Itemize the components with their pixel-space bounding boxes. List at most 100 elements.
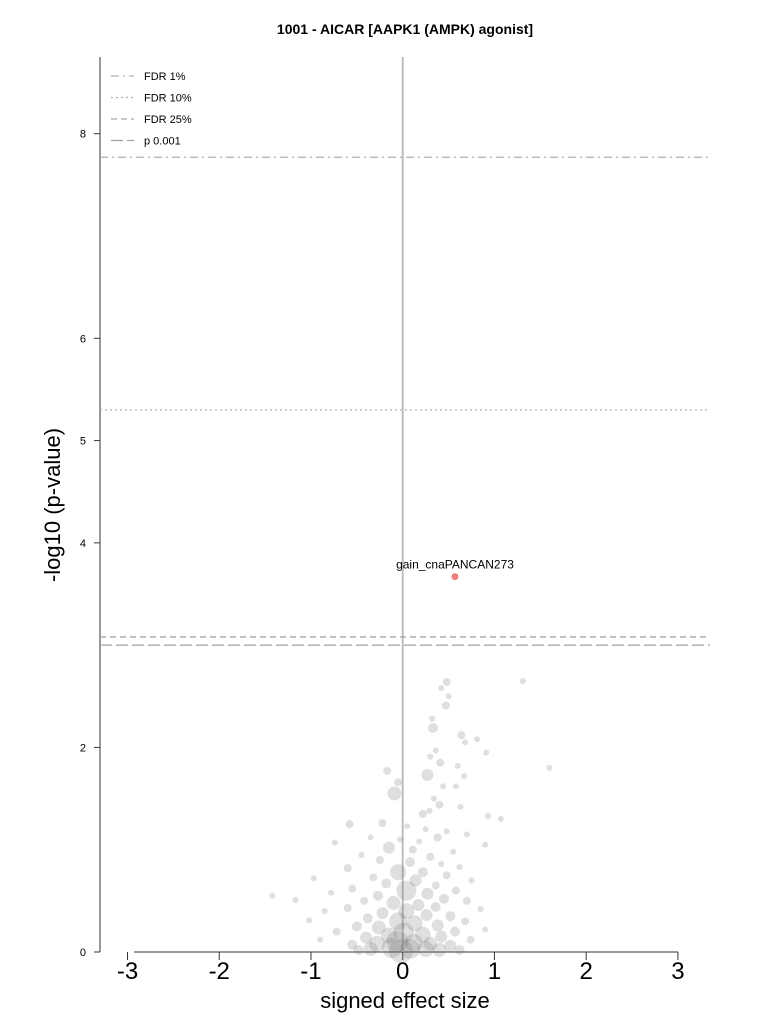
y-tick-label: 6	[80, 333, 86, 345]
scatter-point	[426, 852, 435, 861]
y-axis-label: -log10 (p-value)	[40, 428, 65, 582]
scatter-point	[443, 828, 450, 835]
scatter-point	[432, 747, 439, 754]
y-tick-label: 5	[80, 436, 86, 448]
scatter-point	[372, 890, 383, 901]
scatter-point	[375, 855, 384, 864]
scatter-point	[396, 880, 417, 901]
y-tick-label: 8	[80, 129, 86, 141]
scatter-point	[393, 922, 414, 943]
data-points	[269, 677, 553, 963]
scatter-point	[438, 685, 445, 692]
x-tick-label: -3	[117, 958, 138, 985]
scatter-point	[383, 766, 392, 775]
legend-label: FDR 10%	[144, 93, 192, 105]
scatter-point	[404, 823, 411, 830]
scatter-point	[466, 935, 475, 944]
scatter-point	[468, 877, 475, 884]
scatter-point	[343, 904, 352, 913]
y-tick-label: 0	[80, 947, 86, 959]
scatter-point	[376, 907, 389, 920]
scatter-point	[474, 736, 481, 743]
x-tick-label: 0	[396, 958, 409, 985]
scatter-point	[360, 931, 373, 944]
scatter-point	[450, 848, 457, 855]
scatter-point	[381, 937, 402, 958]
scatter-point	[451, 886, 460, 895]
scatter-point	[462, 896, 471, 905]
scatter-point	[421, 887, 434, 900]
scatter-point	[394, 778, 403, 787]
scatter-point	[442, 677, 451, 686]
scatter-point	[417, 867, 428, 878]
scatter-point	[292, 896, 299, 903]
scatter-point	[328, 889, 335, 896]
x-ticks: -3 -2 -1 0 1 2 3	[117, 952, 685, 985]
scatter-point	[435, 800, 444, 809]
scatter-point	[431, 881, 440, 890]
scatter-point	[386, 895, 401, 910]
scatter-point	[482, 841, 489, 848]
scatter-point	[332, 927, 341, 936]
scatter-point	[418, 809, 427, 818]
scatter-point	[382, 841, 395, 854]
scatter-point	[440, 783, 447, 790]
scatter-point	[456, 864, 463, 871]
scatter-point	[378, 819, 387, 828]
scatter-point	[445, 911, 456, 922]
scatter-point	[317, 936, 324, 943]
scatter-point	[497, 816, 504, 823]
scatter-point	[430, 901, 441, 912]
scatter-point	[421, 769, 434, 782]
scatter-point	[400, 938, 421, 959]
scatter-point	[406, 915, 423, 932]
scatter-point	[427, 753, 434, 760]
scatter-point	[422, 826, 429, 833]
scatter-point	[380, 927, 397, 944]
legend-label: p 0.001	[144, 136, 181, 148]
scatter-point	[454, 944, 465, 955]
legend-label: FDR 1%	[144, 71, 186, 83]
scatter-point	[546, 764, 553, 771]
scatter-point	[461, 773, 468, 780]
scatter-point	[482, 926, 489, 933]
scatter-point	[436, 758, 445, 767]
scatter-point	[423, 936, 438, 951]
scatter-point	[452, 783, 459, 790]
legend: FDR 1% FDR 10% FDR 25% p 0.001	[111, 71, 192, 148]
scatter-point	[441, 701, 450, 710]
x-tick-label: 1	[488, 958, 501, 985]
scatter-point	[363, 941, 378, 956]
scatter-point	[477, 906, 484, 913]
scatter-point	[369, 873, 378, 882]
scatter-point	[362, 913, 373, 924]
scatter-point	[369, 935, 386, 952]
y-tick-label: 4	[80, 538, 86, 550]
scatter-point	[449, 926, 460, 937]
scatter-point	[367, 834, 374, 841]
scatter-point	[306, 917, 313, 924]
scatter-point	[360, 896, 369, 905]
scatter-point	[445, 693, 452, 700]
scatter-point	[430, 795, 437, 802]
scatter-point	[432, 942, 447, 957]
scatter-point	[398, 903, 415, 920]
x-axis-label: signed effect size	[320, 988, 490, 1013]
scatter-point	[345, 820, 354, 829]
y-ticks: 0 2 4 5 6 8	[80, 129, 100, 959]
scatter-point	[461, 917, 470, 926]
scatter-point	[348, 884, 357, 893]
scatter-point	[388, 938, 413, 963]
scatter-point	[371, 920, 386, 935]
scatter-point	[386, 930, 409, 953]
scatter-point	[353, 944, 364, 955]
chart-title: 1001 - AICAR [AAPK1 (AMPK) agonist]	[277, 21, 533, 37]
scatter-point	[463, 831, 470, 838]
scatter-point	[404, 933, 423, 952]
scatter-point	[420, 909, 433, 922]
x-tick-label: 2	[579, 958, 592, 985]
scatter-point	[483, 749, 490, 756]
point-annotation-label: gain_cnaPANCAN273	[396, 558, 514, 572]
scatter-point	[438, 861, 445, 868]
scatter-point	[396, 836, 403, 843]
